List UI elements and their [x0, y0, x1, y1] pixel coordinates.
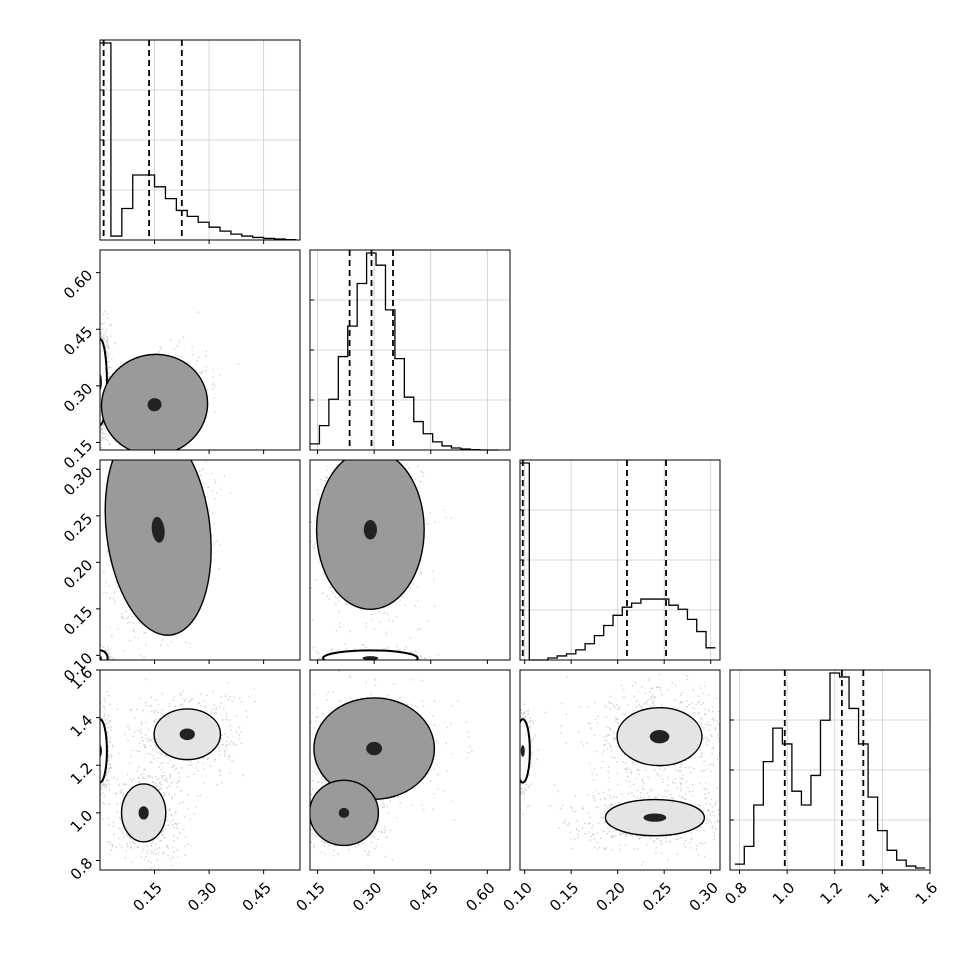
- scatter-panel-0-3-frame: [99, 669, 301, 871]
- density-core: [520, 745, 525, 757]
- x-tick-label: 0.45: [406, 879, 442, 915]
- scatter-panel-0-1: [100, 307, 240, 450]
- hist-steps-3: [734, 672, 926, 869]
- x-tick-label: 0.20: [593, 879, 629, 915]
- scatter-panel-1-3: [310, 670, 473, 867]
- x-tick-label: 0.8: [721, 879, 751, 909]
- y-tick-label: 0.20: [60, 556, 96, 592]
- x-tick-label: 0.25: [639, 879, 675, 915]
- x-tick-label: 0.30: [184, 879, 220, 915]
- density-core: [649, 730, 670, 744]
- density-core: [366, 741, 383, 756]
- x-tick-label: 1.0: [769, 879, 799, 909]
- x-tick-label: 0.15: [293, 879, 329, 915]
- x-tick-label: 0.45: [239, 879, 275, 915]
- y-tick-label: 0.30: [60, 463, 96, 499]
- scatter-points: [100, 679, 256, 870]
- y-tick-label: 1.0: [67, 806, 97, 836]
- y-tick-label: 0.15: [60, 602, 96, 638]
- density-core: [363, 520, 377, 540]
- scatter-panel-1-3-frame: [309, 669, 511, 871]
- hist-panel-0-frame: [99, 39, 301, 241]
- y-tick-label: 0.45: [60, 323, 96, 359]
- density-core: [138, 806, 149, 820]
- density-core: [151, 516, 165, 543]
- y-tick-label: 0.30: [60, 379, 96, 415]
- y-tick-label: 0.60: [60, 266, 96, 302]
- scatter-panel-2-3-frame: [519, 669, 721, 871]
- hist-panel-2-frame: [519, 459, 721, 661]
- scatter-panel-0-3: [100, 679, 256, 870]
- x-tick-label: 1.2: [816, 879, 846, 909]
- contour-level: [322, 649, 419, 660]
- density-core: [147, 398, 162, 412]
- x-tick-label: 0.30: [686, 879, 722, 915]
- y-tick-label: 0.25: [60, 509, 96, 545]
- scatter-panel-1-2-frame: [309, 459, 511, 661]
- x-tick-label: 0.10: [500, 879, 536, 915]
- scatter-panel-0-1-frame: [99, 249, 301, 451]
- x-tick-label: 0.15: [546, 879, 582, 915]
- x-tick-label: 1.4: [864, 879, 894, 909]
- density-core: [338, 807, 350, 818]
- hist-steps-1: [310, 252, 499, 451]
- scatter-panel-1-2: [310, 460, 452, 660]
- density-core: [362, 656, 379, 660]
- hist-panel-1-frame: [309, 249, 511, 451]
- scatter-panel-0-2: [100, 460, 232, 660]
- x-tick-label: 1.6: [912, 879, 942, 909]
- x-tick-label: 0.15: [130, 879, 166, 915]
- hist-steps-0: [100, 42, 297, 241]
- y-tick-label: 0.8: [67, 854, 97, 884]
- density-core: [179, 728, 195, 741]
- x-tick-label: 0.30: [349, 879, 385, 915]
- density-core: [643, 813, 667, 822]
- hist-steps-2: [520, 462, 716, 661]
- y-tick-label: 1.2: [67, 759, 97, 789]
- hist-panel-3-frame: [729, 669, 931, 871]
- scatter-panel-2-3: [520, 673, 720, 866]
- contour-level: [520, 718, 531, 784]
- x-tick-label: 0.60: [462, 879, 498, 915]
- y-tick-label: 1.4: [67, 711, 97, 741]
- scatter-panel-0-2-frame: [99, 459, 301, 661]
